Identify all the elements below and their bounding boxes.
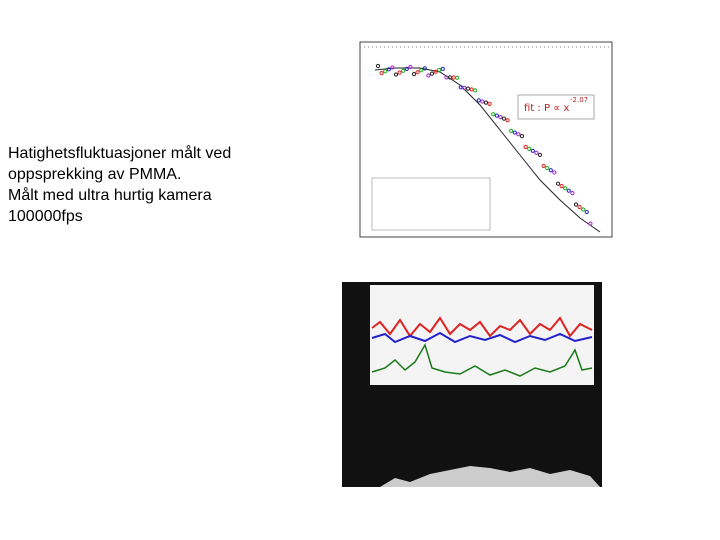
caption-line: oppsprekking av PMMA. <box>8 166 182 183</box>
caption-line: Målt med ultra hurtig kamera <box>8 187 212 204</box>
plot-point <box>588 221 593 226</box>
plot-point <box>393 72 399 77</box>
distribution-plot: fit : P ∝ x -2.07 <box>359 41 613 238</box>
plot-point <box>379 71 384 76</box>
plot-point <box>437 67 442 72</box>
plot-point <box>426 73 431 78</box>
plot-point <box>505 118 510 123</box>
plot-point <box>483 100 489 105</box>
plot-point <box>469 87 474 92</box>
plot-point <box>429 71 435 76</box>
plot-point <box>555 181 561 186</box>
plot-point <box>465 86 471 91</box>
plot-point <box>552 170 557 175</box>
plot-point <box>509 128 514 133</box>
plot-point <box>411 71 417 77</box>
plot-point <box>494 113 499 118</box>
caption: Hatighetsfluktuasjoner målt ved oppsprek… <box>8 143 231 227</box>
plot-point <box>577 204 582 210</box>
camera-image <box>342 282 602 487</box>
caption-line: 100000fps <box>8 208 83 225</box>
plot-point <box>566 188 571 193</box>
plot-point <box>383 69 388 74</box>
plot-point <box>563 186 568 191</box>
fit-label: fit : P ∝ x <box>524 103 569 114</box>
plot-point <box>433 69 438 74</box>
plot-point <box>501 116 507 121</box>
plot-point <box>541 163 546 169</box>
plot-point <box>404 66 409 71</box>
plot-point <box>548 168 553 173</box>
plot-point <box>401 68 406 73</box>
plot-point <box>397 70 402 75</box>
plot-point <box>559 183 564 189</box>
plot-point <box>390 65 395 70</box>
plot-point <box>473 88 478 93</box>
plot-point <box>455 75 460 80</box>
plot-point <box>498 114 503 120</box>
plot-point <box>537 152 543 157</box>
plot-point <box>523 144 528 150</box>
plot-point <box>530 148 535 153</box>
plot-point <box>570 190 575 196</box>
caption-line: Hatighetsfluktuasjoner målt ved <box>8 145 232 162</box>
plot-point <box>408 64 413 70</box>
fit-exponent: -2.07 <box>570 96 588 104</box>
plot-point <box>519 133 525 139</box>
plot-point <box>545 165 550 171</box>
plot-point <box>422 66 427 71</box>
plot-point <box>476 98 481 103</box>
plot-point <box>462 85 467 90</box>
plot-point <box>375 63 381 69</box>
plot-point <box>573 202 579 207</box>
plot-point <box>440 66 445 71</box>
plot-point <box>534 150 539 155</box>
plot-point <box>491 112 496 117</box>
plot-point <box>480 99 485 104</box>
plot-point <box>487 101 492 107</box>
plot-point <box>512 130 517 135</box>
plot-point <box>419 68 424 73</box>
plot-point <box>584 209 589 215</box>
plot-point <box>415 70 420 75</box>
plot-point <box>581 207 586 212</box>
plot-point <box>386 67 391 72</box>
plot-point <box>516 132 521 137</box>
plot-point <box>527 146 532 151</box>
